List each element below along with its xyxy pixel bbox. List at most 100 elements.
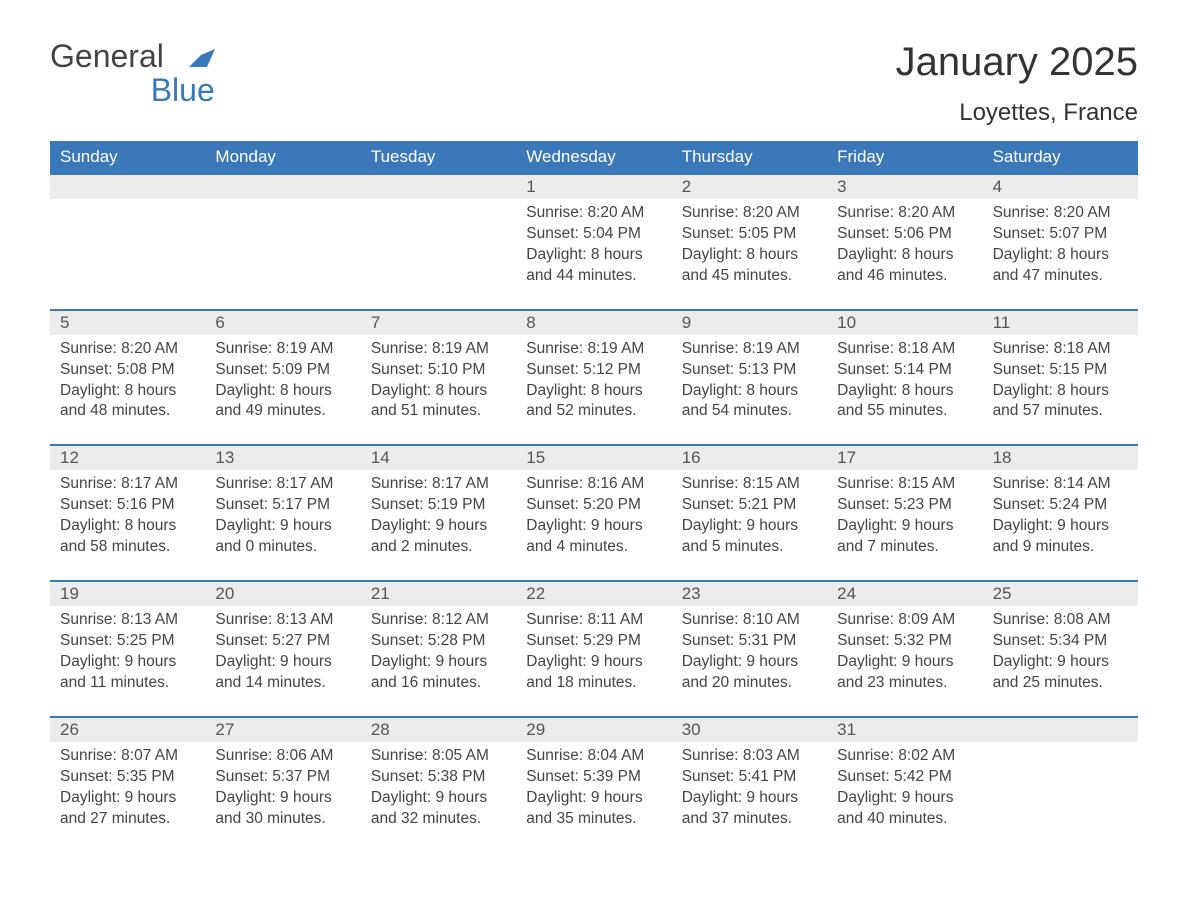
sunset-line: Sunset: 5:06 PM [837, 224, 972, 245]
daylight-line: Daylight: 9 hours and 5 minutes. [682, 516, 817, 558]
sunset-line: Sunset: 5:08 PM [60, 360, 195, 381]
day-details-cell [983, 742, 1138, 852]
sunset-line: Sunset: 5:12 PM [526, 360, 661, 381]
sunrise-line: Sunrise: 8:17 AM [60, 474, 195, 495]
day-number-cell: 16 [672, 446, 827, 470]
sunset-line: Sunset: 5:09 PM [215, 360, 350, 381]
sunset-line: Sunset: 5:37 PM [215, 767, 350, 788]
sunset-line: Sunset: 5:13 PM [682, 360, 817, 381]
day-details-cell: Sunrise: 8:09 AMSunset: 5:32 PMDaylight:… [827, 606, 982, 716]
daylight-line: Daylight: 9 hours and 40 minutes. [837, 788, 972, 830]
day-number-cell: 3 [827, 175, 982, 199]
day-details-cell [361, 199, 516, 309]
sunset-line: Sunset: 5:16 PM [60, 495, 195, 516]
sunrise-line: Sunrise: 8:08 AM [993, 610, 1128, 631]
sunset-line: Sunset: 5:15 PM [993, 360, 1128, 381]
sunset-line: Sunset: 5:31 PM [682, 631, 817, 652]
day-details-cell: Sunrise: 8:15 AMSunset: 5:23 PMDaylight:… [827, 470, 982, 580]
sunset-line: Sunset: 5:20 PM [526, 495, 661, 516]
daylight-line: Daylight: 8 hours and 45 minutes. [682, 245, 817, 287]
day-details-cell: Sunrise: 8:13 AMSunset: 5:25 PMDaylight:… [50, 606, 205, 716]
day-number-cell: 22 [516, 582, 671, 606]
sunset-line: Sunset: 5:41 PM [682, 767, 817, 788]
day-details-cell: Sunrise: 8:18 AMSunset: 5:14 PMDaylight:… [827, 335, 982, 445]
sunrise-line: Sunrise: 8:06 AM [215, 746, 350, 767]
daylight-line: Daylight: 9 hours and 18 minutes. [526, 652, 661, 694]
day-details-cell: Sunrise: 8:19 AMSunset: 5:09 PMDaylight:… [205, 335, 360, 445]
day-number-cell: 17 [827, 446, 982, 470]
sunrise-line: Sunrise: 8:04 AM [526, 746, 661, 767]
day-number-cell: 13 [205, 446, 360, 470]
sunset-line: Sunset: 5:05 PM [682, 224, 817, 245]
daylight-line: Daylight: 8 hours and 55 minutes. [837, 381, 972, 423]
day-number-cell: 28 [361, 718, 516, 742]
sunrise-line: Sunrise: 8:19 AM [526, 339, 661, 360]
day-number-cell: 21 [361, 582, 516, 606]
sunset-line: Sunset: 5:04 PM [526, 224, 661, 245]
day-details-cell: Sunrise: 8:02 AMSunset: 5:42 PMDaylight:… [827, 742, 982, 852]
daylight-line: Daylight: 9 hours and 35 minutes. [526, 788, 661, 830]
day-details-cell: Sunrise: 8:20 AMSunset: 5:04 PMDaylight:… [516, 199, 671, 309]
daylight-line: Daylight: 8 hours and 58 minutes. [60, 516, 195, 558]
day-number-cell [50, 175, 205, 199]
sunset-line: Sunset: 5:17 PM [215, 495, 350, 516]
daylight-line: Daylight: 9 hours and 0 minutes. [215, 516, 350, 558]
day-number-cell: 30 [672, 718, 827, 742]
sunrise-line: Sunrise: 8:20 AM [837, 203, 972, 224]
sunrise-line: Sunrise: 8:07 AM [60, 746, 195, 767]
day-number-cell: 14 [361, 446, 516, 470]
sunrise-line: Sunrise: 8:14 AM [993, 474, 1128, 495]
day-details-cell: Sunrise: 8:20 AMSunset: 5:05 PMDaylight:… [672, 199, 827, 309]
week-number-row: 262728293031 [50, 716, 1138, 742]
logo-line1: General [50, 38, 164, 74]
day-details-cell: Sunrise: 8:17 AMSunset: 5:16 PMDaylight:… [50, 470, 205, 580]
day-number-cell [361, 175, 516, 199]
week-number-row: 19202122232425 [50, 580, 1138, 606]
sunset-line: Sunset: 5:14 PM [837, 360, 972, 381]
sunset-line: Sunset: 5:29 PM [526, 631, 661, 652]
day-details-cell: Sunrise: 8:20 AMSunset: 5:06 PMDaylight:… [827, 199, 982, 309]
daylight-line: Daylight: 8 hours and 54 minutes. [682, 381, 817, 423]
header: General Blue January 2025 Loyettes, Fran… [50, 40, 1138, 127]
daylight-line: Daylight: 8 hours and 51 minutes. [371, 381, 506, 423]
day-details-cell: Sunrise: 8:17 AMSunset: 5:19 PMDaylight:… [361, 470, 516, 580]
sunrise-line: Sunrise: 8:09 AM [837, 610, 972, 631]
sunset-line: Sunset: 5:38 PM [371, 767, 506, 788]
sunset-line: Sunset: 5:28 PM [371, 631, 506, 652]
sunrise-line: Sunrise: 8:10 AM [682, 610, 817, 631]
sunrise-line: Sunrise: 8:03 AM [682, 746, 817, 767]
day-details-cell: Sunrise: 8:11 AMSunset: 5:29 PMDaylight:… [516, 606, 671, 716]
day-number-cell: 26 [50, 718, 205, 742]
day-details-cell: Sunrise: 8:04 AMSunset: 5:39 PMDaylight:… [516, 742, 671, 852]
page: General Blue January 2025 Loyettes, Fran… [0, 0, 1188, 918]
sunset-line: Sunset: 5:23 PM [837, 495, 972, 516]
day-number-cell: 9 [672, 311, 827, 335]
daylight-line: Daylight: 9 hours and 11 minutes. [60, 652, 195, 694]
daylight-line: Daylight: 9 hours and 14 minutes. [215, 652, 350, 694]
logo-line2: Blue [50, 74, 215, 108]
day-details-cell [50, 199, 205, 309]
daylight-line: Daylight: 9 hours and 23 minutes. [837, 652, 972, 694]
day-number-cell: 6 [205, 311, 360, 335]
day-of-week-cell: Saturday [983, 141, 1138, 173]
week-number-row: 12131415161718 [50, 444, 1138, 470]
day-details-cell: Sunrise: 8:12 AMSunset: 5:28 PMDaylight:… [361, 606, 516, 716]
sunrise-line: Sunrise: 8:18 AM [837, 339, 972, 360]
logo: General Blue [50, 40, 215, 107]
day-number-cell: 5 [50, 311, 205, 335]
sunrise-line: Sunrise: 8:11 AM [526, 610, 661, 631]
month-title: January 2025 [896, 40, 1138, 85]
day-details-cell: Sunrise: 8:19 AMSunset: 5:10 PMDaylight:… [361, 335, 516, 445]
day-of-week-cell: Monday [205, 141, 360, 173]
sunset-line: Sunset: 5:39 PM [526, 767, 661, 788]
day-number-cell: 4 [983, 175, 1138, 199]
day-of-week-cell: Wednesday [516, 141, 671, 173]
daylight-line: Daylight: 9 hours and 7 minutes. [837, 516, 972, 558]
sunset-line: Sunset: 5:27 PM [215, 631, 350, 652]
week-number-row: 1234 [50, 173, 1138, 199]
day-details-cell [205, 199, 360, 309]
day-of-week-cell: Sunday [50, 141, 205, 173]
sunrise-line: Sunrise: 8:17 AM [215, 474, 350, 495]
day-number-cell: 18 [983, 446, 1138, 470]
sunset-line: Sunset: 5:21 PM [682, 495, 817, 516]
